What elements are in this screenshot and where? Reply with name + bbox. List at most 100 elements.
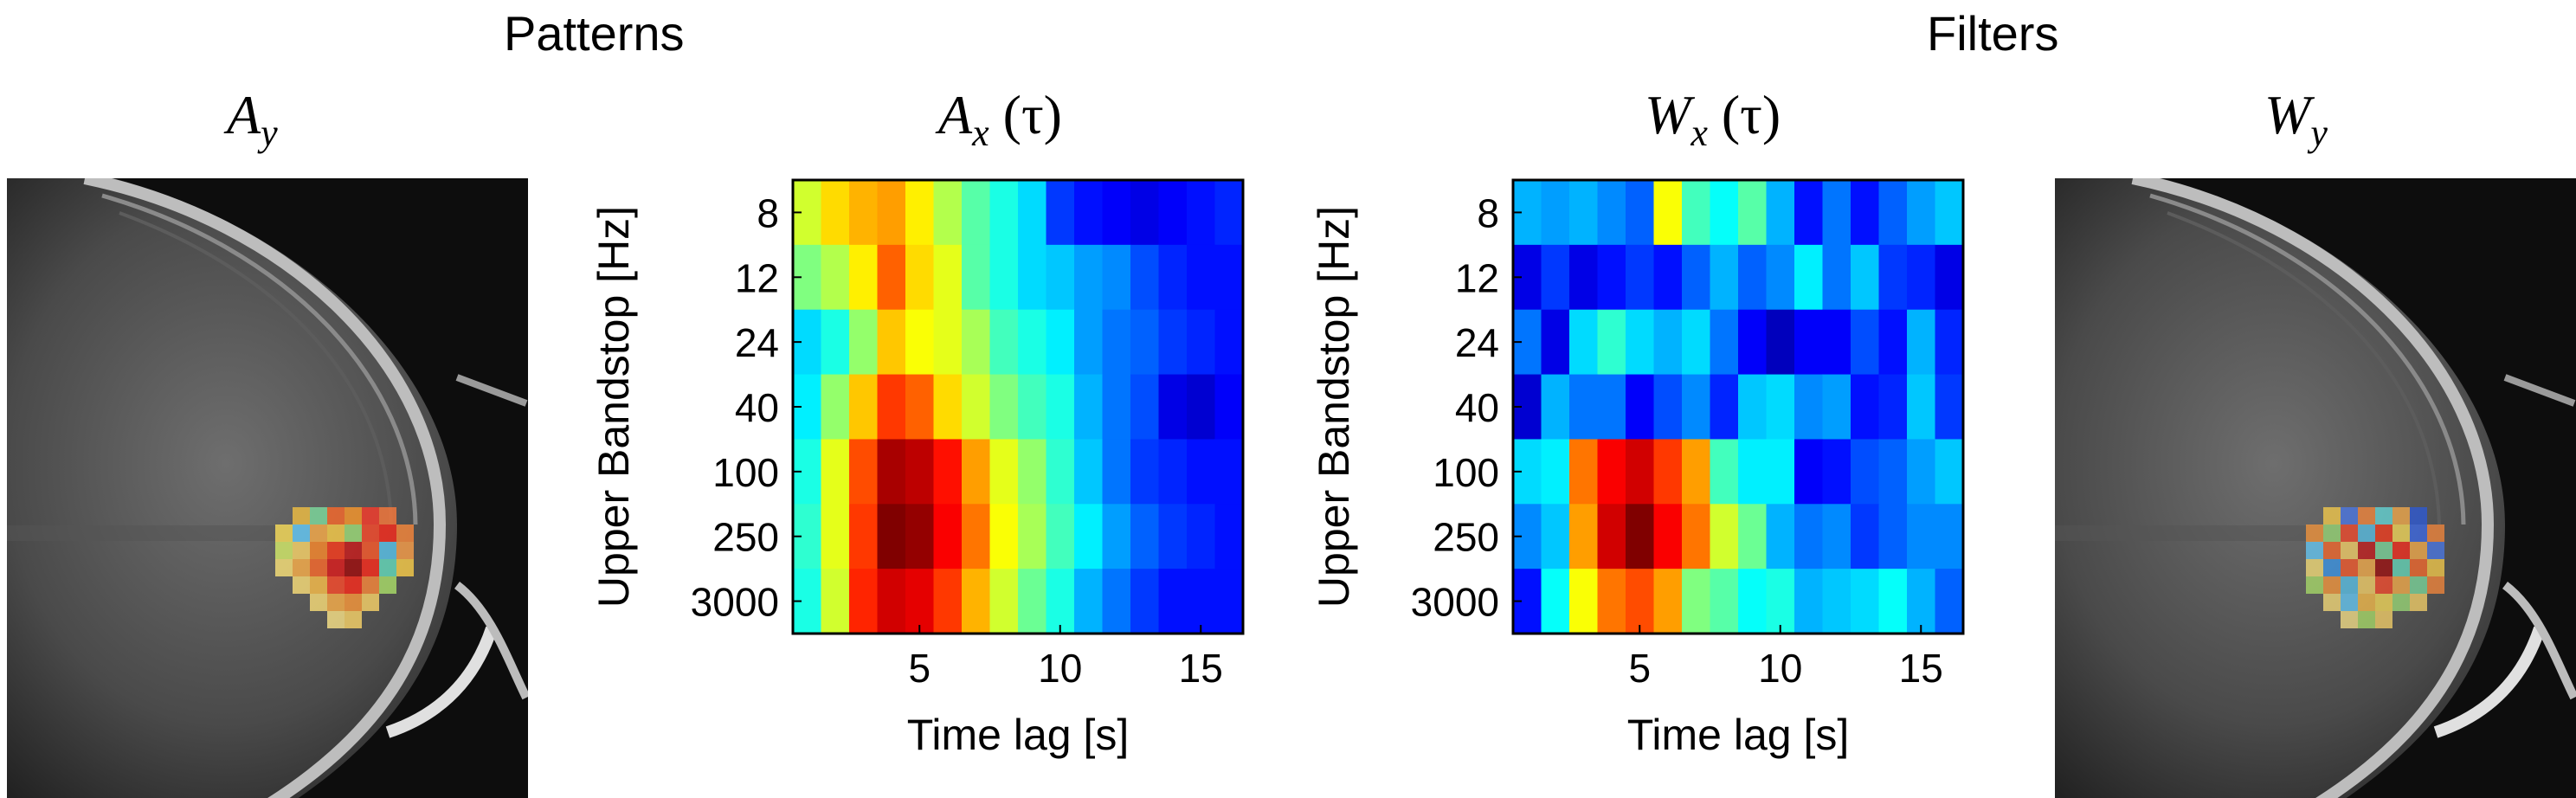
heatmap-a-x-cell xyxy=(1074,504,1104,570)
heatmap-w-x-cell xyxy=(1569,180,1599,246)
heatmap-a-x-cell xyxy=(1046,439,1075,505)
heatmap-a-x-cell xyxy=(821,439,850,505)
heatmap-w-x-cell xyxy=(1822,244,1852,311)
heatmap-w-x-cell xyxy=(1653,569,1683,634)
heatmap-a-x-cell xyxy=(1158,309,1188,376)
heatmap-a-x-cell xyxy=(1187,309,1216,376)
heatmap-a-x-cell xyxy=(1214,504,1244,570)
heatmap-a-x-cell xyxy=(1187,504,1216,570)
panel-title-w-x-sub: x xyxy=(1690,112,1708,154)
heatmap-a-x-cell xyxy=(989,309,1019,376)
heatmap-a-x-cell xyxy=(989,180,1019,246)
heatmap-w-x-cell xyxy=(1878,374,1908,441)
heatmap-a-x-cell xyxy=(1046,504,1075,570)
heatmap-w-x-cell xyxy=(1738,439,1768,505)
heatmap-w-x-cell xyxy=(1766,244,1795,311)
heatmap-w-x-cell xyxy=(1541,180,1570,246)
panel-title-w-y: Wy xyxy=(2264,83,2328,155)
heatmap-a-x-cell xyxy=(1046,374,1075,441)
heatmap-w-x-cell xyxy=(1907,439,1936,505)
heatmap-w-x-cell xyxy=(1597,374,1626,441)
heatmap-w-x-cell xyxy=(1653,439,1683,505)
heatmap-a-x-cell xyxy=(1187,569,1216,634)
heatmap-a-x-cell xyxy=(905,180,935,246)
heatmap-a-x-cell xyxy=(1074,439,1104,505)
heatmap-a-x-cell xyxy=(933,374,963,441)
activation-overlay-w-y xyxy=(2306,507,2444,628)
heatmap-a-x-cell xyxy=(821,504,850,570)
heatmap-w-x-cell xyxy=(1541,439,1570,505)
heatmap-a-x-cell xyxy=(1130,569,1160,634)
heatmap-a-x-cell xyxy=(1158,180,1188,246)
heatmap-w-x-cell xyxy=(1907,244,1936,311)
heatmap-w-x-cell xyxy=(1738,180,1768,246)
heatmap-w-x-cell xyxy=(1541,504,1570,570)
heatmap-w-x-cell xyxy=(1794,374,1824,441)
heatmap-a-x-cell xyxy=(849,309,879,376)
heatmap-a-x-cell xyxy=(1046,309,1075,376)
heatmap-a-x-cell xyxy=(1018,309,1047,376)
heatmap-a-x-cell xyxy=(962,374,991,441)
heatmap-w-x-cell xyxy=(1682,309,1711,376)
heatmap-w-x-cell xyxy=(1597,569,1626,634)
heatmap-w-x-cell xyxy=(1597,309,1626,376)
heatmap-a-x-cell xyxy=(933,504,963,570)
heatmap-a-x-cell xyxy=(1130,309,1160,376)
heatmap-w-x-cell xyxy=(1851,180,1880,246)
heatmap-w-x-cell xyxy=(1682,504,1711,570)
heatmap-a-x-cell xyxy=(1074,374,1104,441)
heatmap-w-x-cell xyxy=(1597,439,1626,505)
heatmap-w-x-cells xyxy=(1513,180,1964,634)
heatmap-w-x-cell xyxy=(1794,439,1824,505)
heatmap-a-x-cell xyxy=(962,309,991,376)
heatmap-w-x-cell xyxy=(1710,569,1739,634)
heatmap-w-x-cell xyxy=(1626,439,1655,505)
heatmap-a-x-cell xyxy=(1102,374,1131,441)
panel-title-a-y-sub: y xyxy=(261,112,278,154)
heatmap-a-x-x-tick-label: 5 xyxy=(908,646,931,691)
heatmap-w-x-cell xyxy=(1626,309,1655,376)
heatmap-w-x-cell xyxy=(1626,244,1655,311)
heatmap-w-x-y-ticks: 8 12 24 40 100 250 3000 xyxy=(1411,190,1522,625)
heatmap-w-x-cell xyxy=(1851,569,1880,634)
heatmap-w-x-cell xyxy=(1682,180,1711,246)
heatmap-a-x-cell xyxy=(989,504,1019,570)
heatmap-w-x-cell xyxy=(1878,244,1908,311)
heatmap-w-x-cell xyxy=(1682,569,1711,634)
heatmap-a-x-cell xyxy=(1130,180,1160,246)
heatmap-a-x-cell xyxy=(1018,504,1047,570)
heatmap-w-x-x-tick-label: 5 xyxy=(1628,646,1651,691)
heatmap-a-x-cell xyxy=(1158,439,1188,505)
heatmap-a-x-cell xyxy=(962,504,991,570)
heatmap-w-x-ylabel: Upper Bandstop [Hz] xyxy=(1310,206,1358,608)
heatmap-w-x-cell xyxy=(1569,504,1599,570)
heatmap-w-x-cell xyxy=(1541,569,1570,634)
heatmap-a-x-y-ticks: 8 12 24 40 100 250 3000 xyxy=(691,190,802,625)
heatmap-a-x-cell xyxy=(1130,374,1160,441)
heatmap-a-x-cell xyxy=(1130,244,1160,311)
heatmap-a-x-cell xyxy=(877,439,906,505)
heatmap-a-x-cell xyxy=(905,569,935,634)
heatmap-w-x-y-tick-label: 250 xyxy=(1433,515,1499,560)
heatmap-a-x-cell xyxy=(1074,180,1104,246)
heatmap-w-x-xlabel: Time lag [s] xyxy=(1627,711,1850,759)
heatmap-a-x-cell xyxy=(877,244,906,311)
heatmap-w-x-cell xyxy=(1569,439,1599,505)
mri-a-y-drawing xyxy=(7,178,528,798)
heatmap-a-x-cell xyxy=(1214,244,1244,311)
heatmap-w-x-cell xyxy=(1907,180,1936,246)
heatmap-a-x-cell xyxy=(1130,504,1160,570)
heatmap-a-x-x-tick-label: 10 xyxy=(1038,646,1082,691)
heatmap-w-x-cell xyxy=(1738,244,1768,311)
heatmap-a-x-cell xyxy=(933,439,963,505)
heatmap-a-x-cell xyxy=(933,569,963,634)
heatmap-a-x-cell xyxy=(1102,569,1131,634)
heatmap-w-x-cell xyxy=(1710,309,1739,376)
heatmap-a-x-cell xyxy=(989,244,1019,311)
heatmap-a-x-cell xyxy=(962,180,991,246)
heatmap-a-x-cell xyxy=(905,504,935,570)
heatmap-a-x-cell xyxy=(1158,569,1188,634)
heatmap-w-x-cell xyxy=(1822,439,1852,505)
heatmap-a-x-cell xyxy=(849,180,879,246)
heatmap-a-x-cell xyxy=(1102,180,1131,246)
